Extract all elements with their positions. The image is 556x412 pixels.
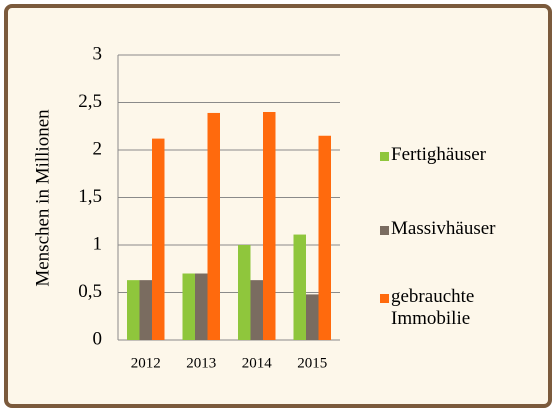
y-tick-label: 2	[93, 138, 103, 159]
legend-entry: Massivhäuser	[380, 218, 530, 240]
y-tick-label: 0,5	[78, 281, 102, 302]
bar	[263, 112, 276, 340]
legend-swatch	[380, 294, 389, 303]
x-tick-label: 2013	[186, 355, 216, 371]
legend-label: gebrauchte Immobilie	[391, 286, 475, 329]
bar	[139, 280, 152, 340]
bar	[152, 138, 165, 340]
bar	[127, 280, 140, 340]
legend-label: Fertighäuser	[391, 144, 486, 165]
legend-entry: Fertighäuser	[380, 144, 530, 166]
bar	[238, 245, 251, 340]
x-tick-label: 2014	[242, 355, 273, 371]
bar	[182, 273, 195, 340]
legend-label: Massivhäuser	[391, 218, 496, 239]
bar	[195, 273, 208, 340]
x-tick-label: 2012	[131, 355, 161, 371]
y-tick-label: 1,5	[78, 186, 102, 207]
y-tick-label: 2,5	[78, 91, 102, 112]
y-axis-title: Menschen in Millionen	[32, 109, 53, 287]
legend-swatch	[380, 226, 389, 235]
bar	[207, 112, 220, 340]
y-tick-label: 3	[93, 43, 103, 64]
x-tick-label: 2015	[297, 355, 327, 371]
bar	[318, 135, 331, 340]
bar	[293, 234, 306, 340]
y-tick-label: 1	[93, 233, 103, 254]
bar	[250, 280, 263, 340]
legend-entry: gebrauchte Immobilie	[380, 286, 530, 330]
bar	[306, 294, 319, 340]
y-tick-label: 0	[93, 328, 103, 349]
legend-swatch	[380, 152, 389, 161]
